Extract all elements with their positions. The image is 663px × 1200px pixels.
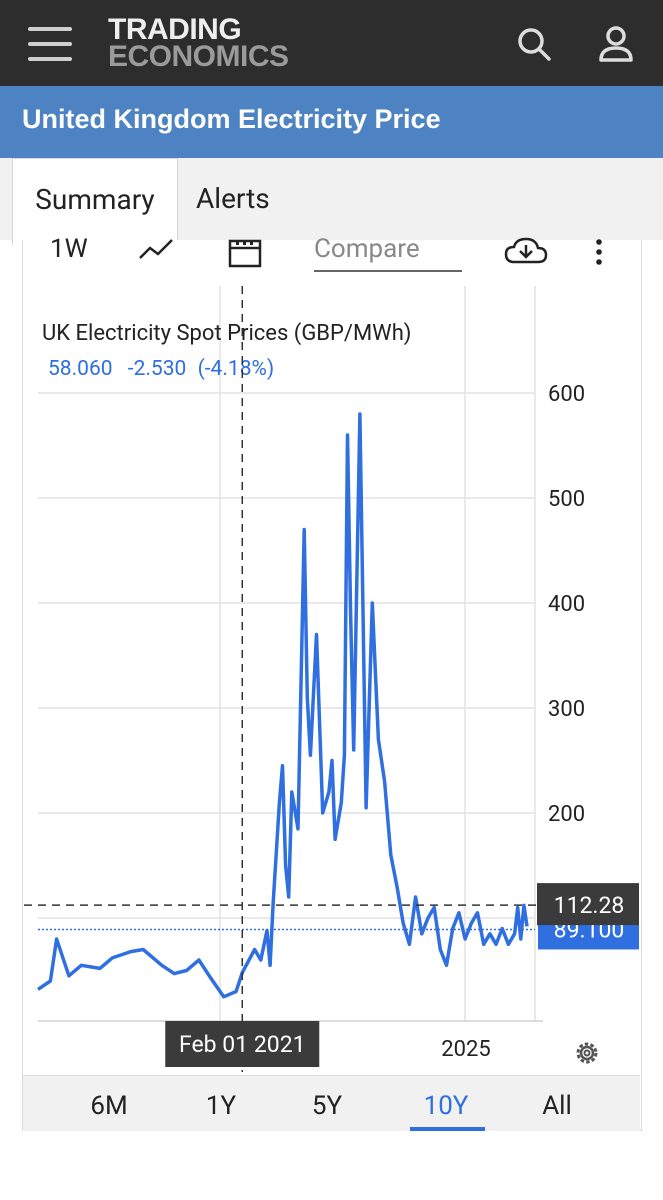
- tab-summary[interactable]: Summary: [12, 158, 178, 245]
- range-5y[interactable]: 5Y: [311, 1091, 343, 1121]
- range-active-underline: [410, 1127, 485, 1131]
- gear-icon[interactable]: [572, 1038, 602, 1068]
- logo[interactable]: TRADING ECONOMICS: [108, 13, 289, 73]
- interval-selector[interactable]: 1W: [50, 234, 88, 264]
- cloud-download-icon[interactable]: [504, 236, 548, 266]
- tab-row: Summary Alerts: [0, 158, 663, 245]
- tab-alerts[interactable]: Alerts: [196, 182, 270, 215]
- range-all[interactable]: All: [542, 1091, 572, 1121]
- range-10y[interactable]: 10Y: [423, 1091, 469, 1121]
- top-header: TRADING ECONOMICS: [0, 0, 663, 86]
- range-1y[interactable]: 1Y: [205, 1091, 237, 1121]
- page-title: United Kingdom Electricity Price: [22, 104, 441, 134]
- more-vertical-icon[interactable]: [594, 238, 604, 268]
- logo-line-1: TRADING: [108, 13, 242, 46]
- title-bar: United Kingdom Electricity Price: [0, 86, 663, 158]
- line-chart-icon[interactable]: [138, 238, 174, 262]
- hamburger-menu-icon[interactable]: [28, 27, 72, 61]
- range-6m[interactable]: 6M: [90, 1091, 128, 1121]
- compare-placeholder: Compare: [314, 234, 420, 264]
- calendar-icon[interactable]: [228, 238, 262, 268]
- user-icon[interactable]: [596, 24, 636, 64]
- logo-line-2: ECONOMICS: [108, 40, 289, 73]
- chart-card: [22, 240, 642, 1131]
- compare-input[interactable]: Compare: [314, 234, 462, 272]
- search-icon[interactable]: [514, 24, 554, 64]
- range-selector: 6M 1Y 5Y 10Y All: [23, 1075, 640, 1131]
